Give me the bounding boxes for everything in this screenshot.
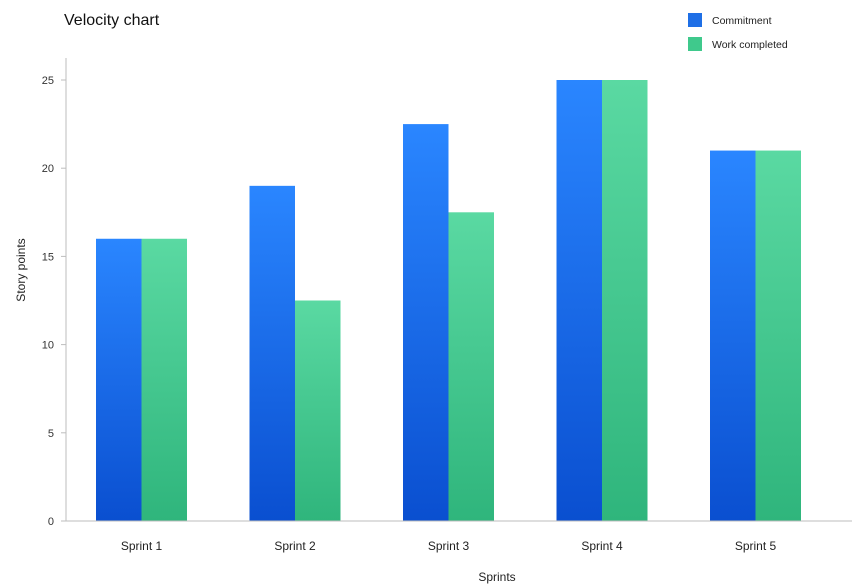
y-tick-label: 25 <box>42 75 54 87</box>
legend-swatch-2 <box>688 37 702 51</box>
y-tick-label: 0 <box>48 516 54 528</box>
x-tick-label: Sprint 2 <box>274 539 316 553</box>
y-axis: 0 5 10 15 20 25 <box>42 75 66 528</box>
bar-commitment-1 <box>96 238 142 521</box>
x-tick-label: Sprint 1 <box>121 539 163 553</box>
x-tick-label: Sprint 4 <box>581 539 623 553</box>
x-axis-label: Sprints <box>478 570 515 584</box>
chart-legend: Commitment Work completed <box>688 13 788 51</box>
bar-commitment-5 <box>710 150 756 521</box>
y-tick-label: 20 <box>42 163 54 175</box>
y-tick-label: 15 <box>42 251 54 263</box>
bar-work-completed-4 <box>602 80 648 521</box>
x-tick-label: Sprint 3 <box>428 539 470 553</box>
bars <box>96 80 801 522</box>
bar-work-completed-1 <box>141 238 187 521</box>
bar-work-completed-2 <box>295 300 341 521</box>
bar-work-completed-5 <box>755 150 801 521</box>
y-tick-label: 5 <box>48 428 54 440</box>
bar-work-completed-3 <box>448 212 494 522</box>
x-tick-label: Sprint 5 <box>735 539 777 553</box>
x-axis: Sprint 1 Sprint 2 Sprint 3 Sprint 4 Sprint 5 <box>121 539 777 553</box>
bar-commitment-3 <box>403 124 449 521</box>
legend-label-1: Commitment <box>712 15 772 27</box>
bar-commitment-2 <box>249 185 295 521</box>
chart-title: Velocity chart <box>64 12 160 29</box>
legend-label-2: Work completed <box>712 39 788 51</box>
legend-swatch-1 <box>688 13 702 27</box>
bar-commitment-4 <box>556 80 602 521</box>
y-axis-label: Story points <box>14 238 28 301</box>
y-tick-label: 10 <box>42 340 54 352</box>
